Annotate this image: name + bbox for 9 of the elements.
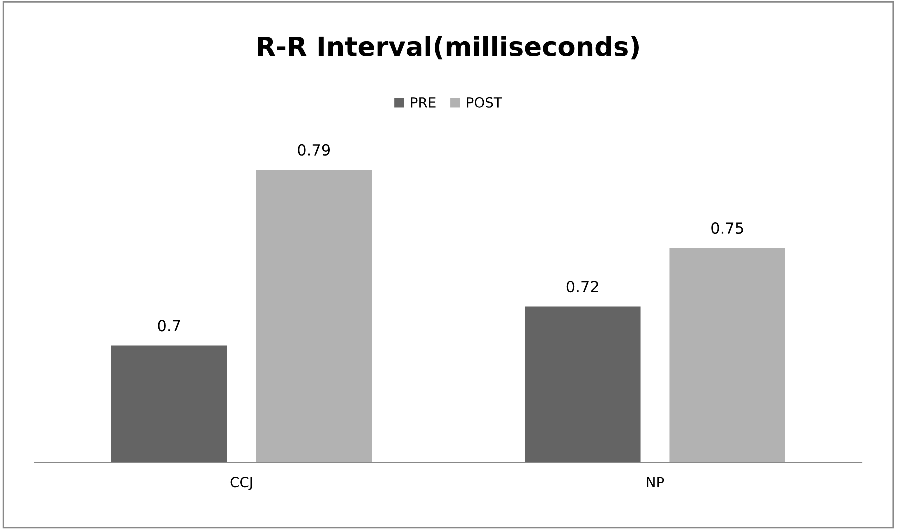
x-tick-label: CCJ <box>230 477 252 490</box>
data-label: 0.79 <box>298 144 330 156</box>
x-tick-label: NP <box>647 477 664 488</box>
legend-label: PRE <box>411 98 436 108</box>
data-label: 0.7 <box>158 320 180 332</box>
legend-label: POST <box>467 97 502 108</box>
data-label: 0.72 <box>566 281 598 293</box>
data-label: 0.75 <box>712 222 744 234</box>
chart-title: R-R Interval(milliseconds) <box>258 36 639 60</box>
